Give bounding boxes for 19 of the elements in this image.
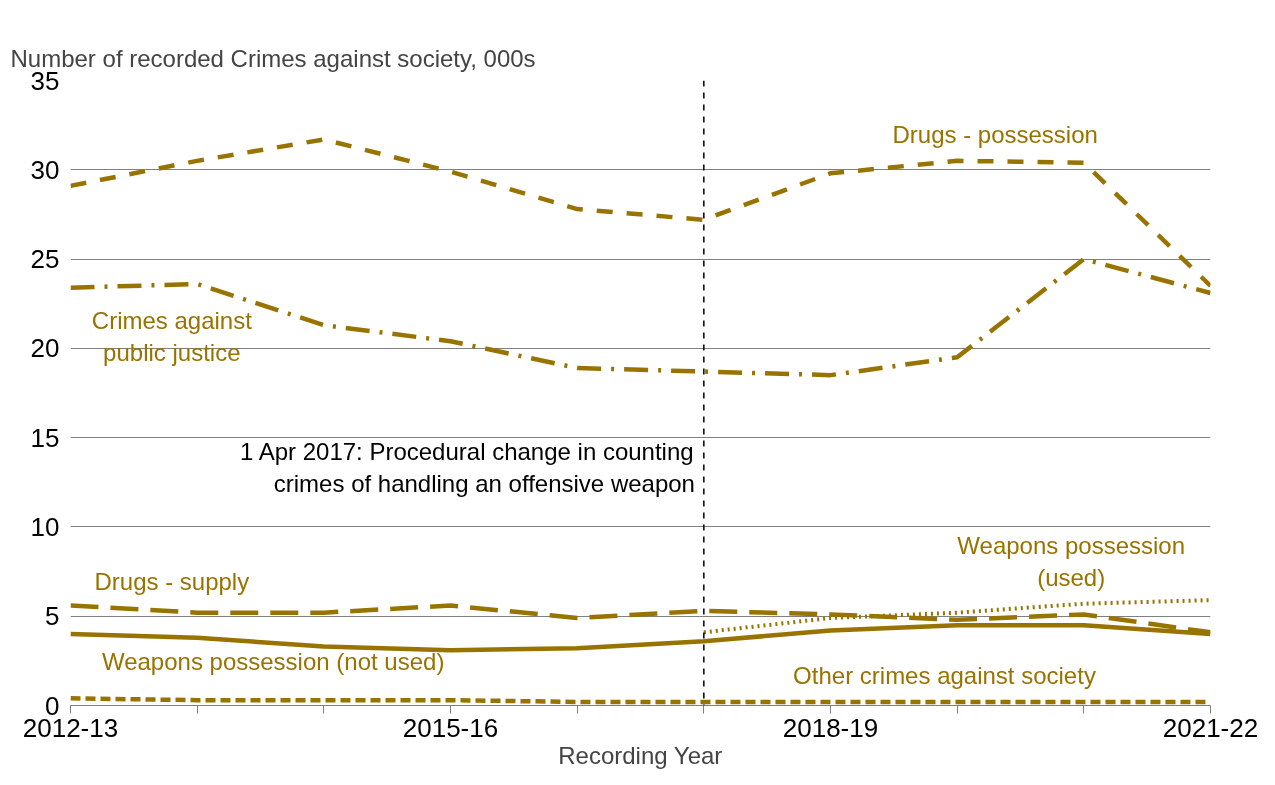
series-label: Weapons possession (used) bbox=[957, 531, 1186, 592]
series-label: Other crimes against society bbox=[793, 662, 1096, 690]
x-axis-title: Recording Year bbox=[558, 741, 723, 769]
line-series bbox=[70, 256, 1211, 378]
x-tick-label: 2021-22 bbox=[1162, 712, 1259, 743]
x-tick-label: 2018-19 bbox=[782, 712, 879, 743]
series-label: Crimes against public justice bbox=[91, 306, 253, 367]
y-tick-label: 10 bbox=[30, 511, 60, 542]
y-tick-label: 20 bbox=[30, 333, 60, 364]
series-label: Drugs - possession bbox=[892, 121, 1098, 149]
y-tick-label: 25 bbox=[30, 244, 60, 275]
y-tick-label: 15 bbox=[30, 422, 60, 453]
annotation: 1 Apr 2017: Procedural change in counting crimes of handling an offensive weapon bbox=[239, 437, 695, 498]
y-axis-title: Number of recorded Crimes against society, 000s bbox=[10, 44, 536, 72]
y-tick-label: 5 bbox=[45, 601, 60, 632]
series-label: Drugs - supply bbox=[94, 567, 250, 595]
y-tick-label: 30 bbox=[30, 154, 60, 185]
series-label: Weapons possession (not used) bbox=[101, 648, 445, 676]
x-tick-label: 2015-16 bbox=[402, 712, 499, 743]
